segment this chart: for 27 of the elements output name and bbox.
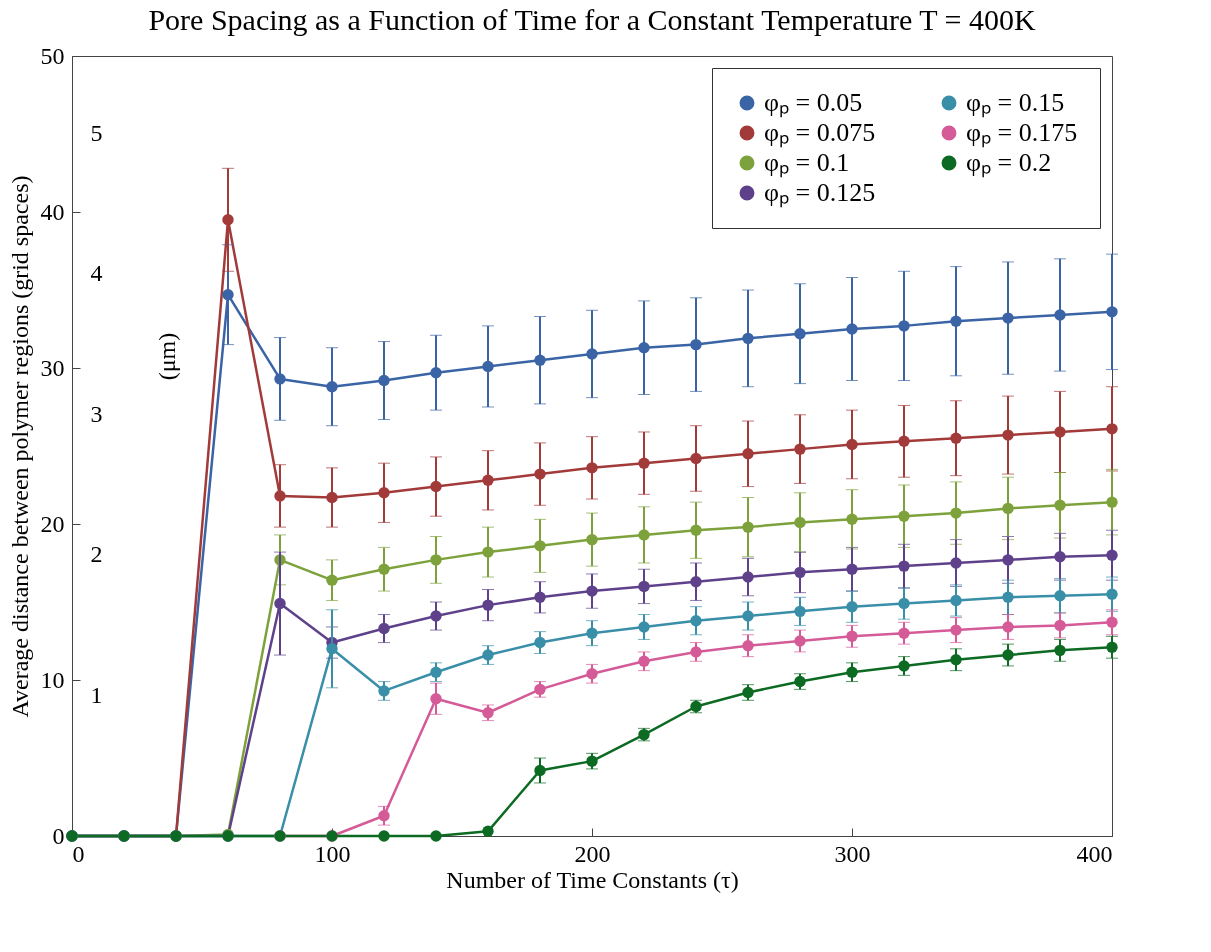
legend-label: φₚ = 0.2 [966, 148, 1052, 178]
y-tick-label: 40 [40, 198, 65, 225]
y-tick-label: 20 [40, 510, 65, 537]
y-tick-label: 10 [40, 666, 65, 693]
y-axis-title: Average distance between polymer regions (grid spaces) [6, 175, 33, 718]
chart-title: Pore Spacing as a Function of Time for a Constant Temperature T = 400K [148, 3, 1036, 36]
x-tick-label: 200 [574, 840, 611, 867]
legend-label: φₚ = 0.175 [966, 118, 1078, 148]
legend-label: φₚ = 0.125 [764, 178, 876, 208]
y2-tick-label: 5 [90, 119, 103, 146]
x-tick-label: 300 [834, 840, 871, 867]
y-tick-label: 50 [40, 42, 65, 69]
y2-tick-label: 4 [90, 260, 103, 287]
y2-tick-label: 3 [90, 400, 103, 427]
x-tick-label: 0 [72, 840, 85, 867]
x-axis-title: Number of Time Constants (τ) [446, 866, 739, 893]
y2-tick-label: 2 [90, 541, 103, 568]
y2-tick-label: 1 [90, 681, 103, 708]
legend-label: φₚ = 0.1 [764, 148, 850, 178]
legend-label: φₚ = 0.075 [764, 118, 876, 148]
y-tick-label: 30 [40, 354, 65, 381]
y-tick-label: 0 [52, 822, 65, 849]
y2-axis-title: (μm) [153, 332, 180, 381]
legend-label: φₚ = 0.15 [966, 88, 1065, 118]
x-tick-label: 100 [314, 840, 351, 867]
x-tick-label: 400 [1076, 840, 1113, 867]
legend-label: φₚ = 0.05 [764, 88, 863, 118]
